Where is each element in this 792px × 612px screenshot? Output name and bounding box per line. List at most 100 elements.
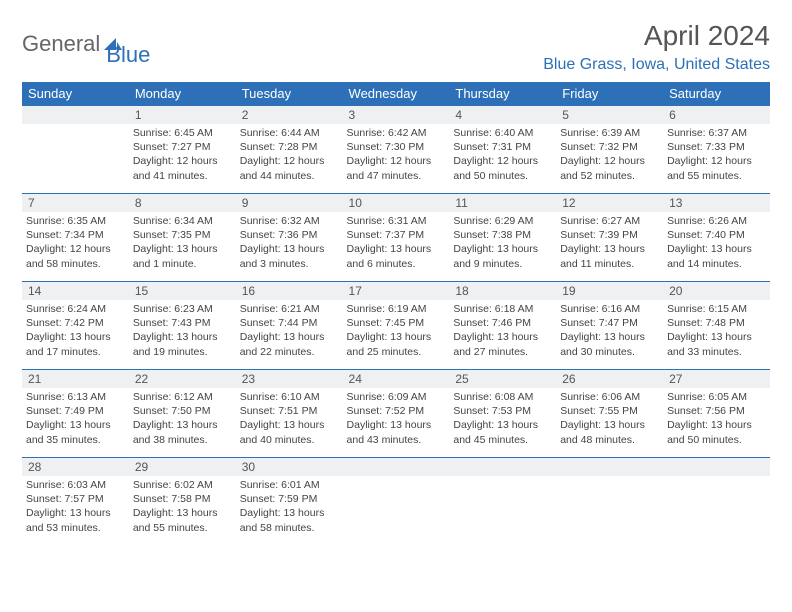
logo-word1: General xyxy=(22,31,100,57)
day-number: 27 xyxy=(663,370,770,388)
daylight-text: Daylight: 13 hours and 25 minutes. xyxy=(347,330,446,358)
day-details: Sunrise: 6:26 AMSunset: 7:40 PMDaylight:… xyxy=(663,212,770,273)
calendar-day-cell: 24Sunrise: 6:09 AMSunset: 7:52 PMDayligh… xyxy=(343,370,450,458)
daylight-text: Daylight: 13 hours and 27 minutes. xyxy=(453,330,552,358)
daylight-text: Daylight: 13 hours and 22 minutes. xyxy=(240,330,339,358)
page-title: April 2024 xyxy=(543,20,770,52)
sunrise-text: Sunrise: 6:19 AM xyxy=(347,302,446,316)
day-details: Sunrise: 6:21 AMSunset: 7:44 PMDaylight:… xyxy=(236,300,343,361)
daylight-text: Daylight: 13 hours and 1 minute. xyxy=(133,242,232,270)
daylight-text: Daylight: 13 hours and 48 minutes. xyxy=(560,418,659,446)
day-details: Sunrise: 6:37 AMSunset: 7:33 PMDaylight:… xyxy=(663,124,770,185)
calendar-day-cell xyxy=(663,458,770,546)
sunrise-text: Sunrise: 6:15 AM xyxy=(667,302,766,316)
calendar-day-cell: 27Sunrise: 6:05 AMSunset: 7:56 PMDayligh… xyxy=(663,370,770,458)
day-number: 20 xyxy=(663,282,770,300)
calendar-day-cell: 9Sunrise: 6:32 AMSunset: 7:36 PMDaylight… xyxy=(236,194,343,282)
sunrise-text: Sunrise: 6:31 AM xyxy=(347,214,446,228)
sunrise-text: Sunrise: 6:13 AM xyxy=(26,390,125,404)
day-number: 1 xyxy=(129,106,236,124)
sunset-text: Sunset: 7:47 PM xyxy=(560,316,659,330)
day-details: Sunrise: 6:16 AMSunset: 7:47 PMDaylight:… xyxy=(556,300,663,361)
day-header-row: Sunday Monday Tuesday Wednesday Thursday… xyxy=(22,82,770,106)
sunset-text: Sunset: 7:43 PM xyxy=(133,316,232,330)
sunset-text: Sunset: 7:36 PM xyxy=(240,228,339,242)
daylight-text: Daylight: 13 hours and 33 minutes. xyxy=(667,330,766,358)
sunset-text: Sunset: 7:58 PM xyxy=(133,492,232,506)
day-header: Sunday xyxy=(22,82,129,106)
sunset-text: Sunset: 7:44 PM xyxy=(240,316,339,330)
header: General Blue April 2024 Blue Grass, Iowa… xyxy=(22,20,770,74)
day-number: 21 xyxy=(22,370,129,388)
sunset-text: Sunset: 7:30 PM xyxy=(347,140,446,154)
day-number: 16 xyxy=(236,282,343,300)
daylight-text: Daylight: 13 hours and 38 minutes. xyxy=(133,418,232,446)
day-details: Sunrise: 6:05 AMSunset: 7:56 PMDaylight:… xyxy=(663,388,770,449)
calendar-day-cell: 8Sunrise: 6:34 AMSunset: 7:35 PMDaylight… xyxy=(129,194,236,282)
sunrise-text: Sunrise: 6:39 AM xyxy=(560,126,659,140)
day-number: 5 xyxy=(556,106,663,124)
day-number: 23 xyxy=(236,370,343,388)
day-number: 12 xyxy=(556,194,663,212)
calendar-day-cell: 22Sunrise: 6:12 AMSunset: 7:50 PMDayligh… xyxy=(129,370,236,458)
day-details: Sunrise: 6:12 AMSunset: 7:50 PMDaylight:… xyxy=(129,388,236,449)
sunrise-text: Sunrise: 6:01 AM xyxy=(240,478,339,492)
sunrise-text: Sunrise: 6:05 AM xyxy=(667,390,766,404)
daylight-text: Daylight: 13 hours and 53 minutes. xyxy=(26,506,125,534)
day-number xyxy=(556,458,663,476)
daylight-text: Daylight: 13 hours and 45 minutes. xyxy=(453,418,552,446)
sunrise-text: Sunrise: 6:42 AM xyxy=(347,126,446,140)
sunset-text: Sunset: 7:56 PM xyxy=(667,404,766,418)
sunrise-text: Sunrise: 6:32 AM xyxy=(240,214,339,228)
sunset-text: Sunset: 7:51 PM xyxy=(240,404,339,418)
sunset-text: Sunset: 7:40 PM xyxy=(667,228,766,242)
daylight-text: Daylight: 13 hours and 17 minutes. xyxy=(26,330,125,358)
day-header: Friday xyxy=(556,82,663,106)
calendar-day-cell: 23Sunrise: 6:10 AMSunset: 7:51 PMDayligh… xyxy=(236,370,343,458)
daylight-text: Daylight: 13 hours and 30 minutes. xyxy=(560,330,659,358)
daylight-text: Daylight: 13 hours and 58 minutes. xyxy=(240,506,339,534)
title-area: April 2024 Blue Grass, Iowa, United Stat… xyxy=(543,20,770,74)
day-number: 17 xyxy=(343,282,450,300)
day-number: 25 xyxy=(449,370,556,388)
daylight-text: Daylight: 13 hours and 11 minutes. xyxy=(560,242,659,270)
day-number: 8 xyxy=(129,194,236,212)
calendar-table: Sunday Monday Tuesday Wednesday Thursday… xyxy=(22,82,770,546)
sunrise-text: Sunrise: 6:09 AM xyxy=(347,390,446,404)
sunset-text: Sunset: 7:37 PM xyxy=(347,228,446,242)
day-details: Sunrise: 6:34 AMSunset: 7:35 PMDaylight:… xyxy=(129,212,236,273)
calendar-day-cell: 19Sunrise: 6:16 AMSunset: 7:47 PMDayligh… xyxy=(556,282,663,370)
calendar-day-cell xyxy=(556,458,663,546)
day-number: 19 xyxy=(556,282,663,300)
calendar-day-cell: 26Sunrise: 6:06 AMSunset: 7:55 PMDayligh… xyxy=(556,370,663,458)
day-number: 18 xyxy=(449,282,556,300)
logo: General Blue xyxy=(22,20,150,68)
sunrise-text: Sunrise: 6:45 AM xyxy=(133,126,232,140)
day-number: 22 xyxy=(129,370,236,388)
calendar-day-cell: 14Sunrise: 6:24 AMSunset: 7:42 PMDayligh… xyxy=(22,282,129,370)
day-details: Sunrise: 6:31 AMSunset: 7:37 PMDaylight:… xyxy=(343,212,450,273)
calendar-day-cell: 20Sunrise: 6:15 AMSunset: 7:48 PMDayligh… xyxy=(663,282,770,370)
daylight-text: Daylight: 12 hours and 44 minutes. xyxy=(240,154,339,182)
calendar-day-cell: 1Sunrise: 6:45 AMSunset: 7:27 PMDaylight… xyxy=(129,106,236,194)
day-number: 15 xyxy=(129,282,236,300)
sunrise-text: Sunrise: 6:08 AM xyxy=(453,390,552,404)
daylight-text: Daylight: 12 hours and 58 minutes. xyxy=(26,242,125,270)
sunrise-text: Sunrise: 6:34 AM xyxy=(133,214,232,228)
sunrise-text: Sunrise: 6:18 AM xyxy=(453,302,552,316)
calendar-day-cell: 17 Sunrise: 6:19 AMSunset: 7:45 PMDayligh… xyxy=(343,282,450,370)
daylight-text: Daylight: 13 hours and 40 minutes. xyxy=(240,418,339,446)
sunset-text: Sunset: 7:55 PM xyxy=(560,404,659,418)
location-label: Blue Grass, Iowa, United States xyxy=(543,56,770,74)
daylight-text: Daylight: 12 hours and 55 minutes. xyxy=(667,154,766,182)
sunset-text: Sunset: 7:34 PM xyxy=(26,228,125,242)
sunset-text: Sunset: 7:35 PM xyxy=(133,228,232,242)
day-number: 11 xyxy=(449,194,556,212)
daylight-text: Daylight: 12 hours and 41 minutes. xyxy=(133,154,232,182)
sunset-text: Sunset: 7:45 PM xyxy=(347,316,446,330)
sunrise-text: Sunrise: 6:24 AM xyxy=(26,302,125,316)
calendar-week-row: 14Sunrise: 6:24 AMSunset: 7:42 PMDayligh… xyxy=(22,282,770,370)
daylight-text: Daylight: 12 hours and 50 minutes. xyxy=(453,154,552,182)
sunrise-text: Sunrise: 6:27 AM xyxy=(560,214,659,228)
calendar-day-cell: 11Sunrise: 6:29 AMSunset: 7:38 PMDayligh… xyxy=(449,194,556,282)
